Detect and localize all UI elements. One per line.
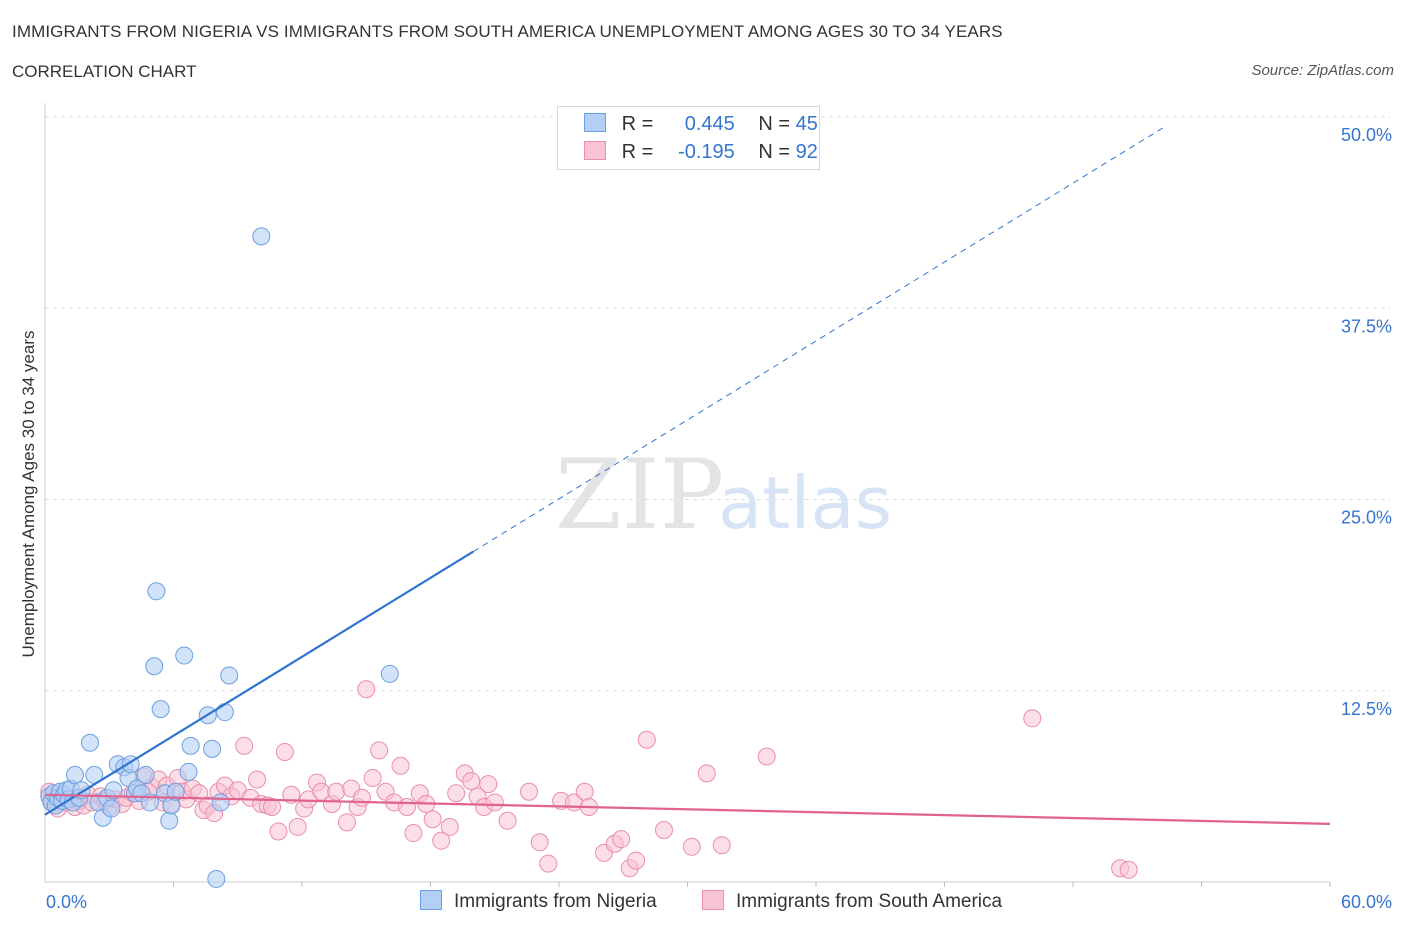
point-south-america-81 bbox=[530, 833, 549, 852]
legend-r-value-south-america: -0.195 bbox=[678, 141, 735, 163]
point-nigeria-29 bbox=[136, 765, 155, 784]
point-south-america-96 bbox=[712, 836, 731, 855]
point-south-america-41 bbox=[248, 770, 267, 789]
point-nigeria-31 bbox=[145, 657, 164, 676]
point-south-america-80 bbox=[520, 782, 539, 801]
x-tick-label-0: 0.0% bbox=[46, 892, 87, 912]
bottom-legend-nigeria: Immigrants from Nigeria bbox=[420, 890, 657, 913]
point-nigeria-33 bbox=[151, 700, 170, 719]
point-nigeria-48 bbox=[380, 664, 399, 683]
point-south-america-64 bbox=[391, 756, 410, 775]
point-south-america-100 bbox=[1119, 860, 1138, 879]
point-nigeria-47 bbox=[252, 227, 271, 246]
y-tick-label-0: 12.5% bbox=[1341, 699, 1392, 719]
point-nigeria-44 bbox=[211, 793, 230, 812]
point-south-america-89 bbox=[612, 830, 631, 849]
legend-box: R = 0.445 N = 45 R = -0.195 N = 92 bbox=[557, 106, 820, 170]
point-south-america-69 bbox=[423, 810, 442, 829]
gridlines bbox=[45, 116, 1390, 692]
point-south-america-72 bbox=[447, 784, 466, 803]
point-nigeria-12 bbox=[65, 765, 84, 784]
point-south-america-54 bbox=[327, 782, 346, 801]
legend-n-value-nigeria: 45 bbox=[795, 113, 818, 135]
point-south-america-74 bbox=[462, 772, 481, 791]
point-nigeria-39 bbox=[179, 762, 198, 781]
point-south-america-55 bbox=[337, 813, 356, 832]
point-south-america-79 bbox=[498, 811, 517, 830]
trend-line-south-america bbox=[44, 793, 1331, 825]
point-nigeria-35 bbox=[160, 811, 179, 830]
legend-row-nigeria: R = 0.445 N = 45 bbox=[584, 113, 818, 137]
point-south-america-46 bbox=[275, 742, 294, 761]
point-south-america-60 bbox=[363, 768, 382, 787]
chart-source: Source: ZipAtlas.com bbox=[1251, 62, 1394, 79]
point-south-america-91 bbox=[627, 851, 646, 870]
y-tick-label-3: 50.0% bbox=[1341, 125, 1392, 145]
legend-n-value-south-america: 92 bbox=[795, 141, 818, 163]
bottom-legend-south-america: Immigrants from South America bbox=[702, 890, 1002, 913]
point-nigeria-20 bbox=[102, 799, 121, 818]
point-south-america-45 bbox=[269, 822, 288, 841]
point-nigeria-45 bbox=[215, 703, 234, 722]
point-south-america-77 bbox=[479, 775, 498, 794]
trend-lines bbox=[44, 126, 1331, 825]
series-south-america bbox=[40, 680, 1138, 879]
point-south-america-95 bbox=[697, 764, 716, 783]
legend-r-value-nigeria: 0.445 bbox=[684, 113, 735, 135]
bottom-legend-label-south-america: Immigrants from South America bbox=[736, 891, 1003, 912]
trend-line-nigeria bbox=[44, 550, 474, 816]
point-south-america-39 bbox=[235, 736, 254, 755]
tick-labels: 12.5% 25.0% 37.5% 50.0% 0.0% 60.0% bbox=[46, 125, 1392, 912]
point-south-america-82 bbox=[539, 854, 558, 873]
point-south-america-47 bbox=[282, 785, 301, 804]
point-south-america-78 bbox=[485, 793, 504, 812]
point-nigeria-46 bbox=[220, 666, 239, 685]
watermark-zip: ZIP bbox=[555, 439, 724, 551]
legend-n-label: N = bbox=[758, 113, 791, 135]
point-south-america-59 bbox=[357, 680, 376, 699]
chart-subtitle: CORRELATION CHART bbox=[12, 62, 197, 81]
point-south-america-70 bbox=[432, 831, 451, 850]
point-south-america-58 bbox=[352, 788, 371, 807]
legend-swatch-south-america bbox=[584, 141, 606, 160]
point-south-america-48 bbox=[288, 817, 307, 836]
point-south-america-66 bbox=[404, 824, 423, 843]
watermark-atlas: atlas bbox=[718, 461, 892, 545]
point-south-america-44 bbox=[263, 798, 282, 817]
point-nigeria-32 bbox=[147, 582, 166, 601]
point-nigeria-21 bbox=[104, 781, 123, 800]
point-south-america-61 bbox=[370, 741, 389, 760]
point-south-america-97 bbox=[757, 747, 776, 766]
point-nigeria-43 bbox=[207, 869, 226, 888]
point-nigeria-37 bbox=[166, 782, 185, 801]
bottom-legend-label-nigeria: Immigrants from Nigeria bbox=[454, 891, 657, 912]
point-nigeria-40 bbox=[181, 736, 200, 755]
legend-swatch-nigeria bbox=[584, 113, 606, 132]
point-south-america-85 bbox=[575, 782, 594, 801]
y-axis-label: Unemployment Among Ages 30 to 34 years bbox=[19, 331, 38, 658]
point-south-america-98 bbox=[1023, 709, 1042, 728]
axes bbox=[44, 103, 1331, 887]
point-south-america-71 bbox=[440, 817, 459, 836]
legend-r-label: R = bbox=[621, 141, 654, 163]
point-nigeria-38 bbox=[175, 646, 194, 665]
point-nigeria-42 bbox=[203, 739, 222, 758]
trend-line-nigeria-extension bbox=[473, 126, 1166, 552]
legend-r-label: R = bbox=[621, 113, 654, 135]
legend-row-south-america: R = -0.195 N = 92 bbox=[584, 141, 818, 165]
y-tick-label-2: 37.5% bbox=[1341, 316, 1392, 336]
point-south-america-93 bbox=[654, 820, 673, 839]
point-south-america-92 bbox=[637, 730, 656, 749]
chart-title: IMMIGRANTS FROM NIGERIA VS IMMIGRANTS FR… bbox=[12, 22, 1003, 41]
bottom-legend-swatch-nigeria bbox=[420, 890, 442, 910]
bottom-legend-swatch-south-america bbox=[702, 890, 724, 910]
y-tick-label-1: 25.0% bbox=[1341, 508, 1392, 528]
legend-n-label: N = bbox=[758, 141, 791, 163]
point-south-america-94 bbox=[682, 837, 701, 856]
x-tick-label-1: 60.0% bbox=[1341, 892, 1392, 912]
point-south-america-65 bbox=[397, 798, 416, 817]
point-nigeria-15 bbox=[80, 733, 99, 752]
